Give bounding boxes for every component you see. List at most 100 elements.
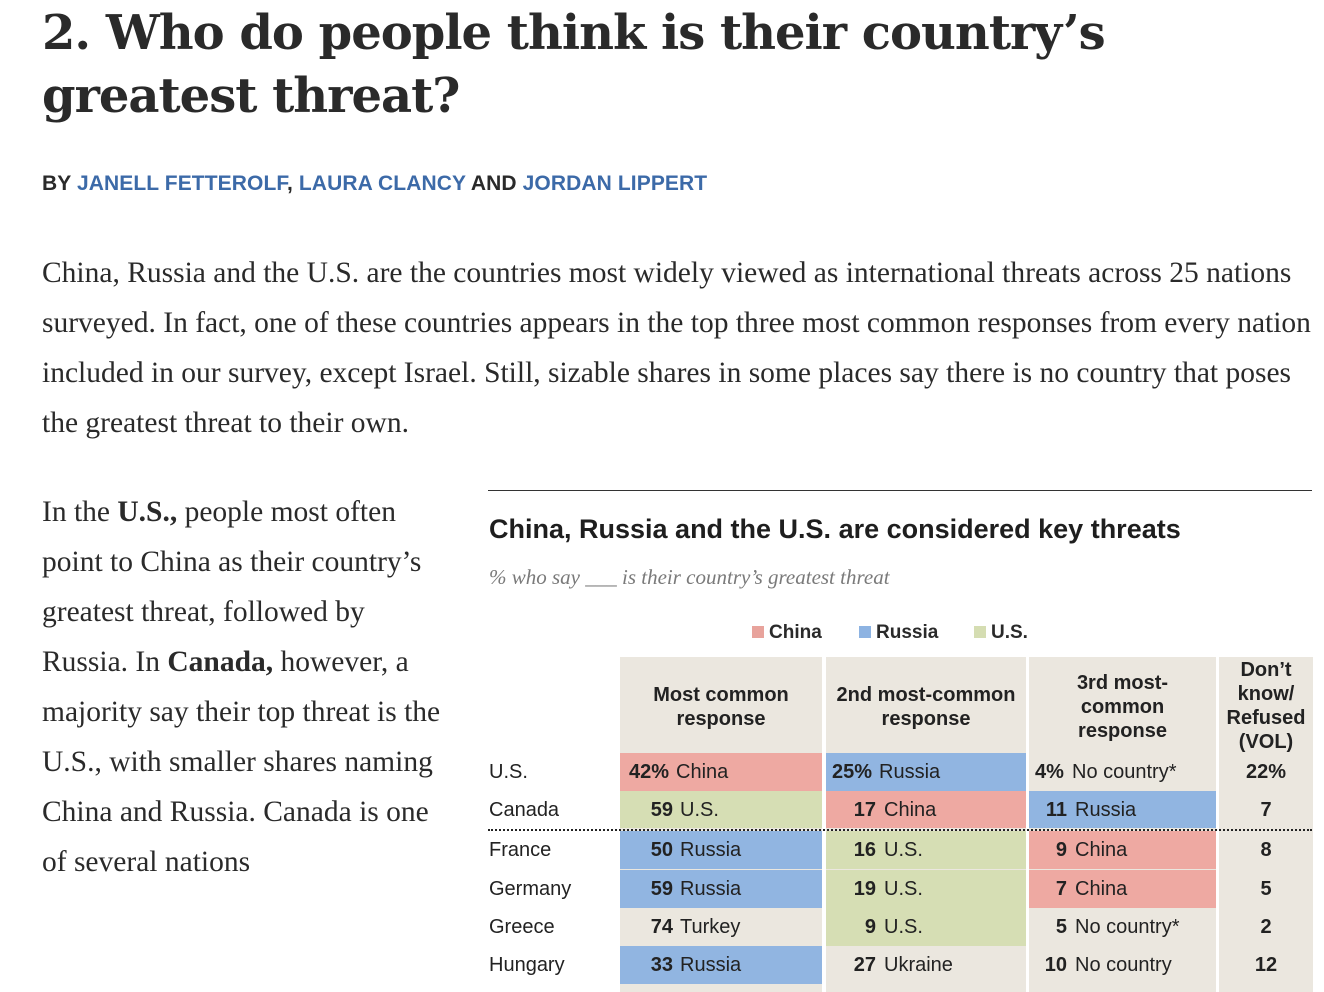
legend-swatch-russia	[859, 626, 871, 638]
figure-title: China, Russia and the U.S. are considere…	[489, 514, 1181, 544]
column-bg-third	[1029, 657, 1216, 992]
cell-label-u-s-c1: China	[676, 761, 729, 783]
cell-label-france-c2: U.S.	[884, 839, 923, 861]
cell-value-canada-c1: 59	[650, 799, 673, 821]
legend-swatch-china	[752, 626, 764, 638]
cell-value-canada-c2: 17	[853, 799, 876, 821]
cell-bg-france-c3	[1029, 831, 1216, 869]
cell-value-greece-c1: 74	[650, 916, 673, 938]
cell-label-greece-c1: Turkey	[680, 916, 741, 938]
cell-dont-know-germany: 5	[1260, 878, 1272, 900]
cell-bg-greece-c3	[1029, 908, 1216, 946]
cell-value-greece-c3: 5	[1055, 916, 1067, 938]
cell-bg-canada-c1	[620, 791, 822, 828]
cell-value-u-s-c1: 42%	[629, 761, 670, 783]
cell-value-germany-c3: 7	[1055, 878, 1067, 900]
article-heading: 2. Who do people think is their country’…	[42, 5, 1106, 124]
cell-label-u-s-c3: No country*	[1072, 761, 1177, 783]
cell-value-germany-c2: 19	[853, 878, 876, 900]
header-most-common: Most common response	[653, 684, 789, 730]
cell-label-greece-c3: No country*	[1075, 916, 1180, 938]
author-link-jordan-lippert[interactable]: JORDAN LIPPERT	[522, 172, 708, 195]
cell-dont-know-hungary: 12	[1254, 954, 1278, 976]
intro-paragraph: China, Russia and the U.S. are the count…	[42, 257, 1311, 439]
cell-label-france-c3: China	[1075, 839, 1128, 861]
cell-bg-hungary-c2	[826, 946, 1026, 984]
cell-value-france-c3: 9	[1055, 839, 1067, 861]
column-bg-dont-know	[1219, 657, 1313, 992]
cell-label-u-s-c2: Russia	[879, 761, 941, 783]
cell-label-germany-c2: U.S.	[884, 878, 923, 900]
cell-label-hungary-c1: Russia	[680, 954, 742, 976]
cell-bg-u-s-c2	[826, 753, 1026, 791]
cell-value-u-s-c2: 25%	[832, 761, 873, 783]
row-group-divider	[488, 829, 1312, 831]
legend-label-china: China	[769, 622, 822, 643]
byline: BY JANELL FETTEROLF, LAURA CLANCY AND JO…	[42, 172, 707, 196]
cell-bg-germany-c1	[620, 870, 822, 908]
cell-label-greece-c2: U.S.	[884, 916, 923, 938]
cell-value-hungary-c2: 27	[853, 954, 876, 976]
header-second-most-common: 2nd most-common response	[836, 684, 1016, 730]
cell-value-greece-c2: 9	[864, 916, 876, 938]
row-country-germany: Germany	[489, 878, 572, 900]
row-country-canada: Canada	[489, 799, 560, 821]
legend-swatch-us	[974, 626, 986, 638]
cell-bg-canada-c3	[1029, 791, 1216, 828]
cell-value-hungary-c1: 33	[650, 954, 673, 976]
body-text-3: however, a majority say their top threat…	[42, 646, 441, 878]
cell-value-canada-c3: 11	[1045, 799, 1067, 821]
cell-bg-france-c1	[620, 831, 822, 869]
row-country-hungary: Hungary	[489, 954, 565, 976]
cell-label-hungary-c2: Ukraine	[884, 954, 953, 976]
cell-bg-germany-c3	[1029, 870, 1216, 908]
cell-dont-know-u-s: 22%	[1245, 761, 1287, 783]
author-link-laura-clancy[interactable]: LAURA CLANCY	[298, 172, 466, 195]
figure-top-rule	[488, 490, 1312, 491]
cell-bg-u-s-c1	[620, 753, 822, 791]
body-bold-canada: Canada,	[167, 646, 274, 678]
cell-value-hungary-c3: 10	[1044, 954, 1067, 976]
cell-bg-canada-c2	[826, 791, 1026, 828]
row-country-u-s: U.S.	[489, 761, 528, 783]
cell-value-france-c2: 16	[853, 839, 876, 861]
cell-bg-greece-c2	[826, 908, 1026, 946]
author-link-janell-fetterolf[interactable]: JANELL FETTEROLF	[76, 172, 287, 195]
legend-item-china: China	[752, 622, 822, 644]
cell-bg-germany-c2	[826, 870, 1026, 908]
figure-subtitle: % who say ___ is their country’s greates…	[489, 565, 890, 589]
column-bg-most-common	[620, 657, 822, 992]
cell-label-germany-c3: China	[1075, 878, 1128, 900]
header-dont-know: Don’t know/ Refused (VOL)	[1226, 659, 1306, 753]
legend-item-russia: Russia	[859, 622, 938, 644]
legend-label-russia: Russia	[876, 622, 939, 643]
cell-value-germany-c1: 59	[650, 878, 673, 900]
cell-bg-france-c2	[826, 831, 1026, 869]
byline-and: AND	[470, 172, 517, 195]
cell-label-germany-c1: Russia	[680, 878, 742, 900]
legend-label-us: U.S.	[991, 622, 1028, 643]
cell-label-hungary-c3: No country	[1075, 954, 1172, 976]
column-bg-second	[826, 657, 1026, 992]
cell-bg-hungary-c1	[620, 946, 822, 984]
body-paragraph: In the U.S., people most often point to …	[42, 487, 442, 887]
cell-dont-know-greece: 2	[1260, 916, 1272, 938]
legend-item-us: U.S.	[974, 622, 1028, 644]
row-country-france: France	[489, 839, 552, 861]
cell-label-canada-c1: U.S.	[680, 799, 719, 821]
row-country-greece: Greece	[489, 916, 555, 938]
body-bold-us: U.S.,	[117, 496, 178, 528]
cell-label-france-c1: Russia	[680, 839, 742, 861]
cell-bg-greece-c1	[620, 908, 822, 946]
cell-bg-hungary-c3	[1029, 946, 1216, 984]
byline-prefix: BY	[42, 172, 71, 195]
cell-label-canada-c2: China	[884, 799, 937, 821]
cell-value-france-c1: 50	[650, 839, 673, 861]
cell-dont-know-france: 8	[1260, 839, 1272, 861]
byline-separator: ,	[287, 172, 293, 195]
header-third-most-common: 3rd most-common response	[1076, 672, 1169, 742]
cell-value-u-s-c3: 4%	[1035, 761, 1064, 783]
cell-bg-u-s-c3	[1029, 753, 1216, 791]
body-text-2: people most often point to China as thei…	[42, 496, 422, 678]
body-text-1: In the	[42, 496, 118, 528]
